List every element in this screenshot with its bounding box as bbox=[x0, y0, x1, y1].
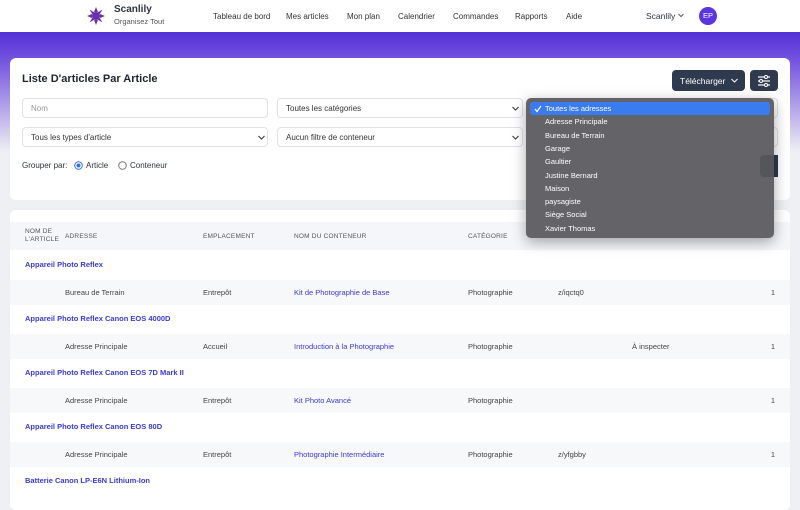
nav-link[interactable]: Aide bbox=[566, 12, 583, 21]
column-header: NOM DE L'ARTICLE bbox=[25, 228, 59, 243]
column-header: CATÉGORIE bbox=[468, 233, 508, 240]
avatar[interactable]: EP bbox=[699, 7, 717, 25]
category-select[interactable]: Toutes les catégories bbox=[277, 98, 523, 118]
radio[interactable] bbox=[118, 161, 127, 170]
detail-row bbox=[10, 388, 790, 413]
cell-qty: 1 bbox=[770, 342, 775, 351]
table-card: NOM DE L'ARTICLE ADRESSE EMPLACEMENT NOM DU… bbox=[10, 210, 790, 510]
nav-link[interactable]: Mes articles bbox=[286, 12, 329, 21]
cell-code: z/iqctq0 bbox=[558, 288, 584, 297]
nav-link[interactable]: Calendrier bbox=[398, 12, 435, 21]
filter-settings-button[interactable] bbox=[750, 70, 778, 91]
radio-label[interactable]: Conteneur bbox=[130, 161, 168, 170]
check bbox=[534, 105, 542, 112]
detail-row bbox=[10, 280, 790, 305]
nav-link[interactable]: Commandes bbox=[453, 12, 499, 21]
page-title: Liste D'articles Par Article bbox=[22, 73, 158, 85]
brand[interactable]: Scanlily bbox=[114, 4, 152, 15]
cell-address: Adresse Principale bbox=[65, 342, 128, 351]
nav-link[interactable]: Rapports bbox=[515, 12, 548, 21]
group-name[interactable]: Appareil Photo Reflex Canon EOS 4000D bbox=[25, 314, 171, 323]
group-name[interactable]: Appareil Photo Reflex bbox=[25, 260, 103, 269]
container-select[interactable]: Aucun filtre de conteneur bbox=[277, 127, 523, 147]
cell-address: Adresse Principale bbox=[65, 450, 128, 459]
detail-row bbox=[10, 334, 790, 359]
nav-link[interactable]: Tableau de bord bbox=[213, 12, 271, 21]
dropdown-option[interactable]: Xavier Thomas bbox=[545, 223, 596, 233]
user-menu[interactable]: Scanlily bbox=[646, 11, 676, 21]
cell-location: Entrepôt bbox=[203, 396, 232, 405]
column-header: ADRESSE bbox=[65, 233, 98, 240]
dropdown-option[interactable]: Bureau de Terrain bbox=[545, 130, 605, 140]
cell-category: Photographie bbox=[468, 396, 513, 405]
radio-checked[interactable] bbox=[74, 161, 83, 170]
group-by-label: Grouper par: bbox=[22, 161, 68, 170]
top-bar bbox=[0, 0, 800, 32]
chevron bbox=[512, 135, 519, 140]
address-dropdown: Toutes les adresses Adresse Principale Bur… bbox=[526, 98, 774, 238]
cell-container[interactable]: Kit de Photographie de Base bbox=[294, 288, 390, 297]
dropdown-option[interactable]: Maison bbox=[545, 183, 570, 193]
chevron bbox=[512, 106, 519, 111]
download-button[interactable]: Télécharger bbox=[672, 70, 745, 91]
group-name[interactable]: Appareil Photo Reflex Canon EOS 80D bbox=[25, 422, 163, 431]
dropdown-option[interactable]: Adresse Principale bbox=[545, 117, 608, 127]
dropdown-option[interactable]: Garage bbox=[545, 143, 571, 153]
chevron bbox=[258, 135, 265, 140]
cell-container[interactable]: Photographie Intermédiaire bbox=[294, 450, 385, 459]
cell-location: Entrepôt bbox=[203, 288, 232, 297]
cell-container[interactable]: Kit Photo Avancé bbox=[294, 396, 351, 405]
option-highlight bbox=[530, 102, 770, 115]
name-input[interactable]: Nom bbox=[22, 98, 268, 118]
cell-category: Photographie bbox=[468, 288, 513, 297]
column-header: NOM DU CONTENEUR bbox=[294, 233, 367, 240]
group-name[interactable]: Batterie Canon LP-E6N Lithium-Ion bbox=[25, 476, 151, 485]
dropdown-option[interactable]: paysagiste bbox=[545, 197, 581, 207]
cell-status: À inspecter bbox=[632, 342, 670, 351]
cell-address: Bureau de Terrain bbox=[65, 288, 125, 297]
cell-location: Entrepôt bbox=[203, 450, 232, 459]
radio-label[interactable]: Article bbox=[86, 161, 109, 170]
dropdown-option[interactable]: Toutes les adresses bbox=[545, 104, 612, 113]
dropdown-option[interactable]: Justine Bernard bbox=[545, 170, 598, 180]
nav-link[interactable]: Mon plan bbox=[347, 12, 380, 21]
group-name[interactable]: Appareil Photo Reflex Canon EOS 7D Mark … bbox=[25, 368, 184, 377]
cell-category: Photographie bbox=[468, 342, 513, 351]
dropdown-option[interactable]: Gaultier bbox=[545, 157, 572, 167]
cell-location: Accueil bbox=[203, 342, 228, 351]
cell-address: Adresse Principale bbox=[65, 396, 128, 405]
cell-qty: 1 bbox=[770, 396, 775, 405]
item-type-select[interactable]: Tous les types d'article bbox=[22, 127, 268, 147]
cell-container[interactable]: Introduction à la Photographie bbox=[294, 342, 395, 351]
chevron bbox=[678, 13, 684, 18]
download-label: Télécharger bbox=[680, 76, 726, 86]
logo[interactable] bbox=[87, 7, 105, 25]
cell-qty: 1 bbox=[770, 288, 775, 297]
column-header: EMPLACEMENT bbox=[203, 233, 255, 240]
cell-category: Photographie bbox=[468, 450, 513, 459]
dropdown-option[interactable]: Siège Social bbox=[545, 210, 587, 220]
tagline: Organisez Tout bbox=[114, 17, 165, 26]
detail-row bbox=[10, 442, 790, 467]
cell-qty: 1 bbox=[770, 450, 775, 459]
cell-code: z/yfgbby bbox=[558, 450, 586, 459]
